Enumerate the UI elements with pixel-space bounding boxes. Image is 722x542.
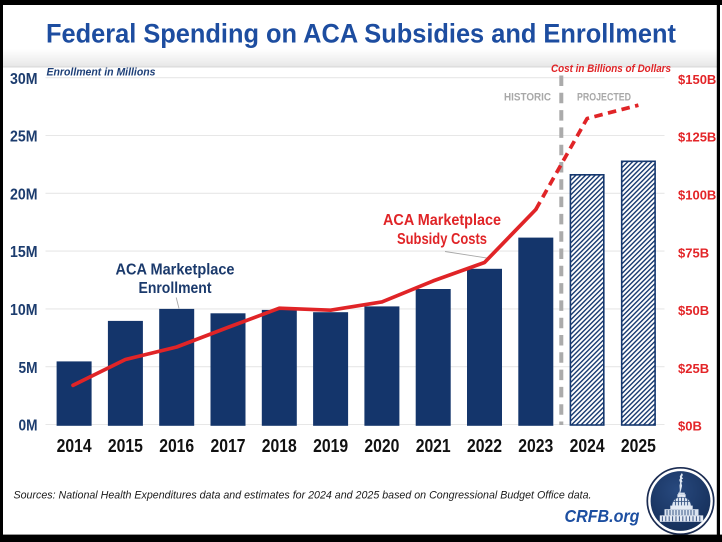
svg-text:Cost in Billions of Dollars: Cost in Billions of Dollars (551, 63, 671, 75)
svg-text:Federal Spending on ACA Subsid: Federal Spending on ACA Subsidies and En… (46, 19, 676, 49)
svg-text:ACA Marketplace: ACA Marketplace (116, 262, 235, 279)
svg-text:2024: 2024 (570, 436, 605, 456)
svg-text:HISTORIC: HISTORIC (504, 92, 551, 104)
svg-text:15M: 15M (10, 244, 38, 261)
svg-text:Subsidy Costs: Subsidy Costs (397, 231, 487, 248)
svg-text:Sources: National Health Expen: Sources: National Health Expenditures da… (14, 490, 592, 502)
svg-text:5M: 5M (19, 360, 38, 377)
svg-text:$75B: $75B (678, 245, 709, 260)
svg-text:2014: 2014 (57, 436, 92, 456)
svg-text:2022: 2022 (467, 436, 502, 456)
svg-text:2018: 2018 (262, 436, 297, 456)
svg-text:30M: 30M (10, 71, 38, 88)
svg-text:ACA Marketplace: ACA Marketplace (383, 212, 501, 229)
svg-text:CRFB.org: CRFB.org (565, 506, 640, 526)
svg-text:2021: 2021 (416, 436, 451, 456)
svg-text:2019: 2019 (313, 436, 348, 456)
svg-text:2023: 2023 (518, 436, 553, 456)
svg-text:0M: 0M (19, 418, 38, 435)
svg-text:$100B: $100B (678, 188, 716, 203)
svg-text:Enrollment: Enrollment (139, 280, 212, 297)
svg-text:$150B: $150B (678, 72, 716, 87)
svg-text:2016: 2016 (159, 436, 194, 456)
svg-text:25M: 25M (10, 129, 38, 146)
svg-text:$0B: $0B (678, 419, 702, 434)
svg-text:20M: 20M (10, 186, 38, 203)
svg-text:2025: 2025 (621, 436, 656, 456)
svg-text:$50B: $50B (678, 303, 709, 318)
svg-text:$25B: $25B (678, 361, 709, 376)
svg-text:2015: 2015 (108, 436, 143, 456)
svg-text:10M: 10M (10, 302, 38, 319)
svg-text:$125B: $125B (678, 130, 716, 145)
svg-text:2020: 2020 (364, 436, 399, 456)
svg-text:PROJECTED: PROJECTED (577, 92, 631, 104)
svg-text:2017: 2017 (211, 436, 246, 456)
svg-text:Enrollment in Millions: Enrollment in Millions (47, 67, 156, 79)
